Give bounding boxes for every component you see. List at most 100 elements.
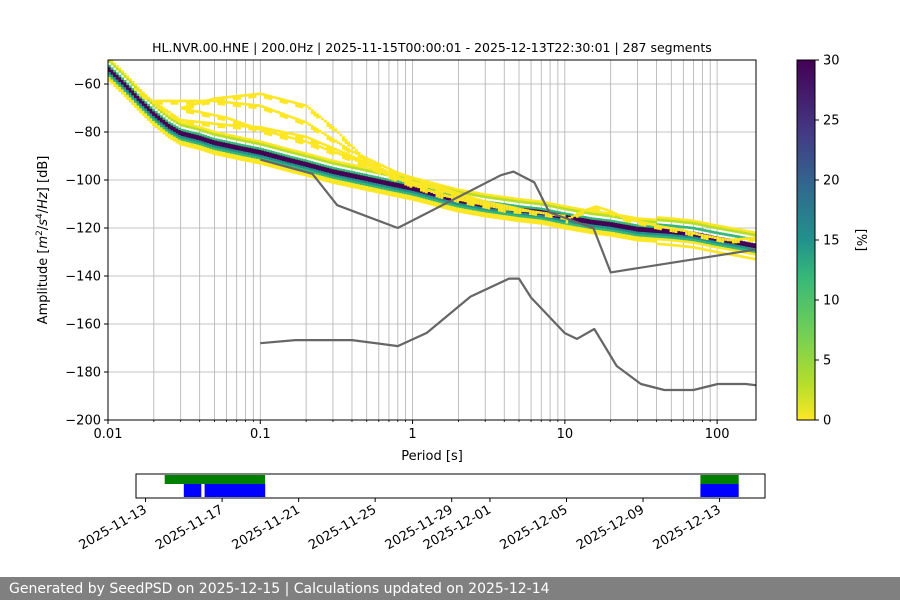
ppsd-cell — [568, 222, 572, 226]
ppsd-cell — [222, 144, 226, 148]
ppsd-cell — [375, 181, 379, 184]
ppsd-cell — [344, 176, 348, 180]
ppsd-cell — [310, 166, 314, 169]
ppsd-cell — [656, 235, 660, 239]
ppsd-cell — [565, 222, 569, 226]
ppsd-cell — [576, 224, 579, 227]
ppsd-cell — [487, 215, 491, 218]
ppsd-cell — [131, 90, 135, 94]
ppsd-cell — [269, 155, 273, 158]
ppsd-cell — [734, 249, 738, 253]
ppsd-cell — [360, 187, 364, 190]
ppsd-branch-cell — [206, 114, 210, 118]
ppsd-cell — [524, 201, 527, 204]
ppsd-cell — [729, 246, 733, 249]
ppsd-cell — [622, 236, 626, 240]
ppsd-branch-cell — [186, 99, 189, 103]
ppsd-cell — [303, 163, 306, 167]
ppsd-cell — [287, 169, 291, 173]
ppsd-branch-cell — [422, 189, 426, 193]
ppsd-cell — [383, 182, 387, 186]
ppsd-branch-cell — [347, 153, 351, 156]
ppsd-cell — [295, 157, 299, 160]
ppsd-branch-cell — [282, 134, 286, 138]
ppsd-cell — [167, 126, 171, 129]
ppsd-cell — [409, 188, 413, 191]
ppsd-cell — [323, 164, 327, 168]
ppsd-cell — [661, 228, 665, 232]
ppsd-cell — [261, 148, 265, 151]
ppsd-cell — [251, 153, 254, 156]
ppsd-branch-cell — [266, 130, 270, 134]
ppsd-branch-cell — [201, 121, 205, 124]
ppsd-cell — [199, 126, 202, 129]
ppsd-cell — [695, 220, 699, 223]
ppsd-cell — [383, 189, 387, 193]
ppsd-cell — [162, 131, 166, 135]
ppsd-branch-cell — [661, 225, 665, 229]
ppsd-cell — [508, 196, 512, 200]
ppsd-cell — [204, 147, 208, 150]
ppsd-cell — [482, 192, 486, 196]
ppsd-cell — [370, 182, 374, 185]
ppsd-cell — [581, 230, 585, 233]
ppsd-branch-cell — [326, 124, 330, 127]
ppsd-cell — [368, 179, 371, 183]
ppsd-cell — [711, 225, 715, 229]
ppsd-cell — [118, 67, 122, 71]
ppsd-cell — [443, 206, 447, 210]
ppsd-branch-cell — [427, 185, 431, 189]
ppsd-cell — [698, 240, 702, 243]
ppsd-cell — [170, 137, 174, 141]
ppsd-branch-cell — [443, 194, 447, 197]
ppsd-cell — [292, 149, 296, 152]
ppsd-cell — [113, 79, 117, 83]
ppsd-cell — [115, 82, 119, 85]
ppsd-branch-cell — [362, 157, 366, 160]
ppsd-cell — [326, 175, 330, 178]
ppsd-cell — [329, 168, 332, 172]
ppsd-cell — [687, 240, 691, 244]
ppsd-cell — [287, 157, 291, 161]
ppsd-cell — [323, 159, 327, 163]
ppsd-cell — [222, 135, 226, 138]
ppsd-cell — [609, 224, 613, 228]
ppsd-cell — [539, 200, 543, 204]
ppsd-cell — [256, 156, 260, 160]
ppsd-cell — [641, 236, 644, 240]
ppsd-cell — [615, 223, 618, 226]
ppsd-cell — [196, 142, 200, 145]
ppsd-cell — [134, 86, 137, 89]
ppsd-branch-cell — [375, 167, 379, 171]
ppsd-cell — [282, 153, 286, 157]
ppsd-branch-cell — [435, 194, 439, 198]
ppsd-branch-cell — [651, 223, 655, 227]
ppsd-cell — [534, 221, 538, 225]
ppsd-cell — [680, 237, 683, 241]
ppsd-branch-cell — [173, 114, 176, 118]
ppsd-cell — [167, 121, 171, 125]
ppsd-cell — [399, 181, 403, 184]
ppsd-branch-cell — [485, 200, 488, 204]
ppsd-cell — [128, 78, 132, 81]
ppsd-cell — [511, 197, 514, 200]
ppsd-cell — [529, 199, 533, 202]
ppsd-cell — [719, 225, 722, 228]
ppsd-cell — [492, 216, 496, 219]
ppsd-branch-cell — [677, 228, 681, 232]
ppsd-cell — [674, 220, 678, 223]
ppsd-cell — [654, 232, 657, 236]
ppsd-cell — [368, 181, 371, 185]
ppsd-cell — [435, 197, 439, 200]
ppsd-cell — [669, 238, 673, 242]
ppsd-cell — [126, 94, 130, 98]
ppsd-cell — [253, 148, 257, 152]
ppsd-cell — [617, 221, 621, 224]
ppsd-cell — [750, 245, 754, 248]
ppsd-cell — [279, 148, 283, 151]
ppsd-cell — [674, 234, 678, 238]
ppsd-cell — [555, 222, 559, 226]
ppsd-cell — [724, 247, 728, 251]
ppsd-cell — [339, 178, 343, 181]
ppsd-cell — [308, 167, 312, 171]
